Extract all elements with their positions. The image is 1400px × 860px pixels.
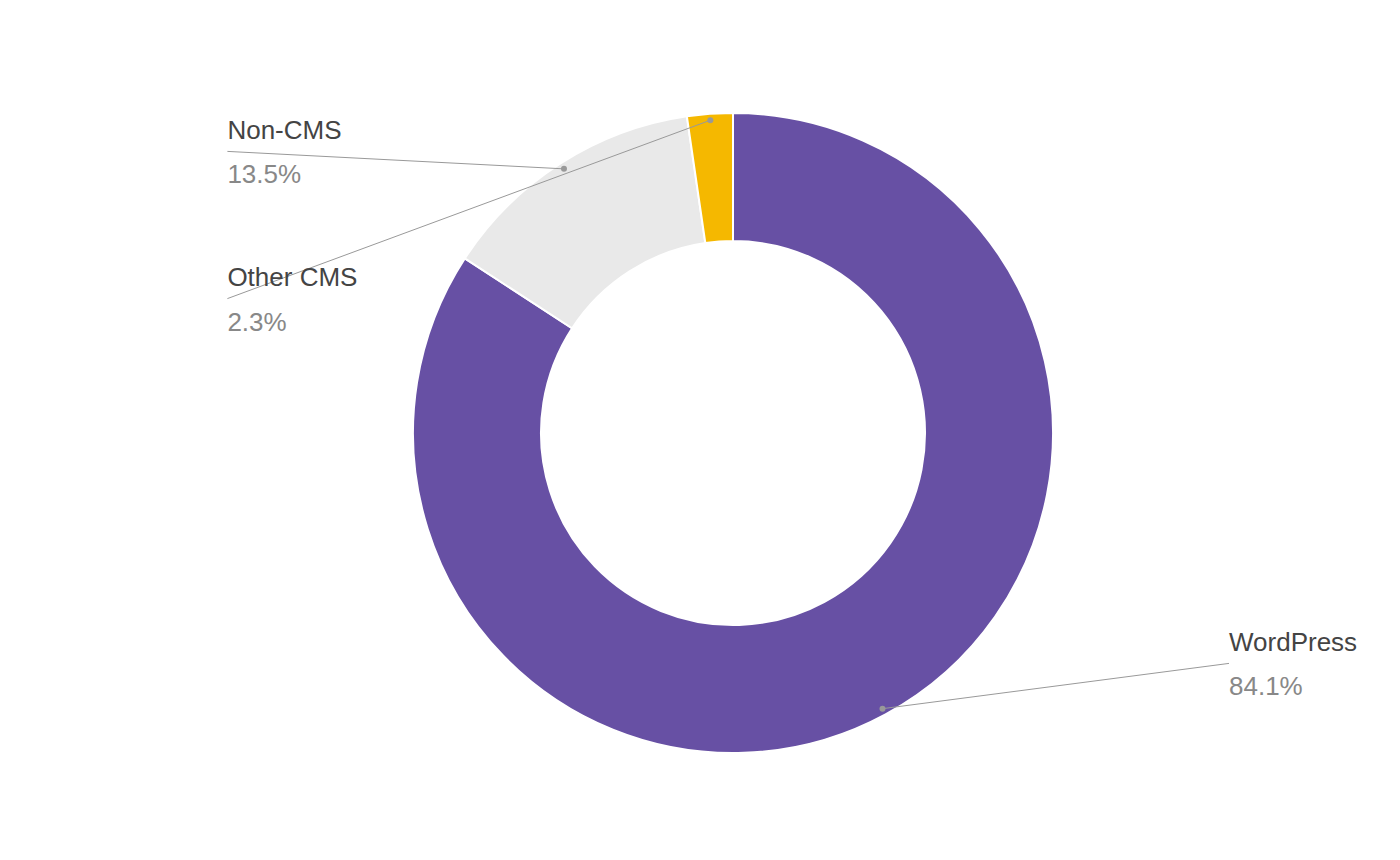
svg-text:13.5%: 13.5%	[227, 159, 301, 189]
svg-text:84.1%: 84.1%	[1229, 671, 1303, 701]
svg-text:2.3%: 2.3%	[227, 307, 286, 337]
svg-text:Non-CMS: Non-CMS	[227, 115, 341, 145]
svg-text:Other CMS: Other CMS	[227, 262, 357, 292]
svg-text:WordPress: WordPress	[1229, 627, 1357, 657]
